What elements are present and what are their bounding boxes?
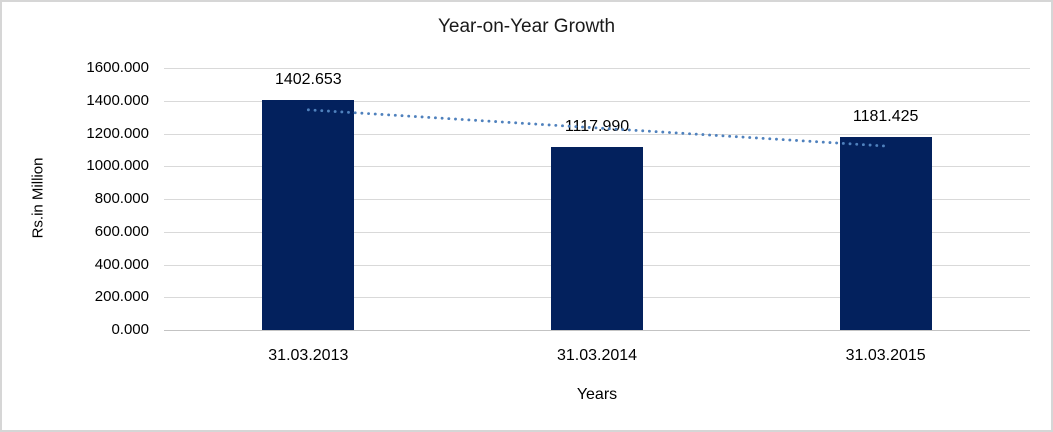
y-tick-label: 1200.000 [86, 124, 149, 142]
y-tick-label: 1000.000 [86, 157, 149, 175]
x-axis-title: Years [576, 386, 618, 403]
bar-data-label: 1402.653 [274, 71, 342, 89]
y-tick-label: 400.000 [94, 255, 149, 273]
y-tick-label: 0.000 [111, 321, 149, 338]
bar [551, 146, 643, 330]
bar [839, 136, 932, 330]
chart-title: Year-on-Year Growth [437, 16, 616, 37]
bar [262, 100, 355, 330]
y-tick-label: 1600.000 [86, 59, 149, 76]
gridline [164, 330, 1030, 331]
gridline [164, 100, 1030, 102]
x-category-label: 31.03.2015 [845, 347, 926, 364]
bar-data-label: 1117.990 [564, 117, 630, 135]
y-tick-label: 800.000 [94, 190, 149, 207]
y-tick-label: 200.000 [94, 288, 149, 306]
y-tick-label: 1400.000 [86, 91, 149, 109]
x-category-label: 31.03.2013 [268, 347, 349, 364]
gridline [164, 68, 1030, 69]
bar-data-label: 1181.425 [852, 107, 919, 125]
x-category-label: 31.03.2014 [556, 347, 638, 364]
y-tick-label: 600.000 [94, 222, 149, 240]
